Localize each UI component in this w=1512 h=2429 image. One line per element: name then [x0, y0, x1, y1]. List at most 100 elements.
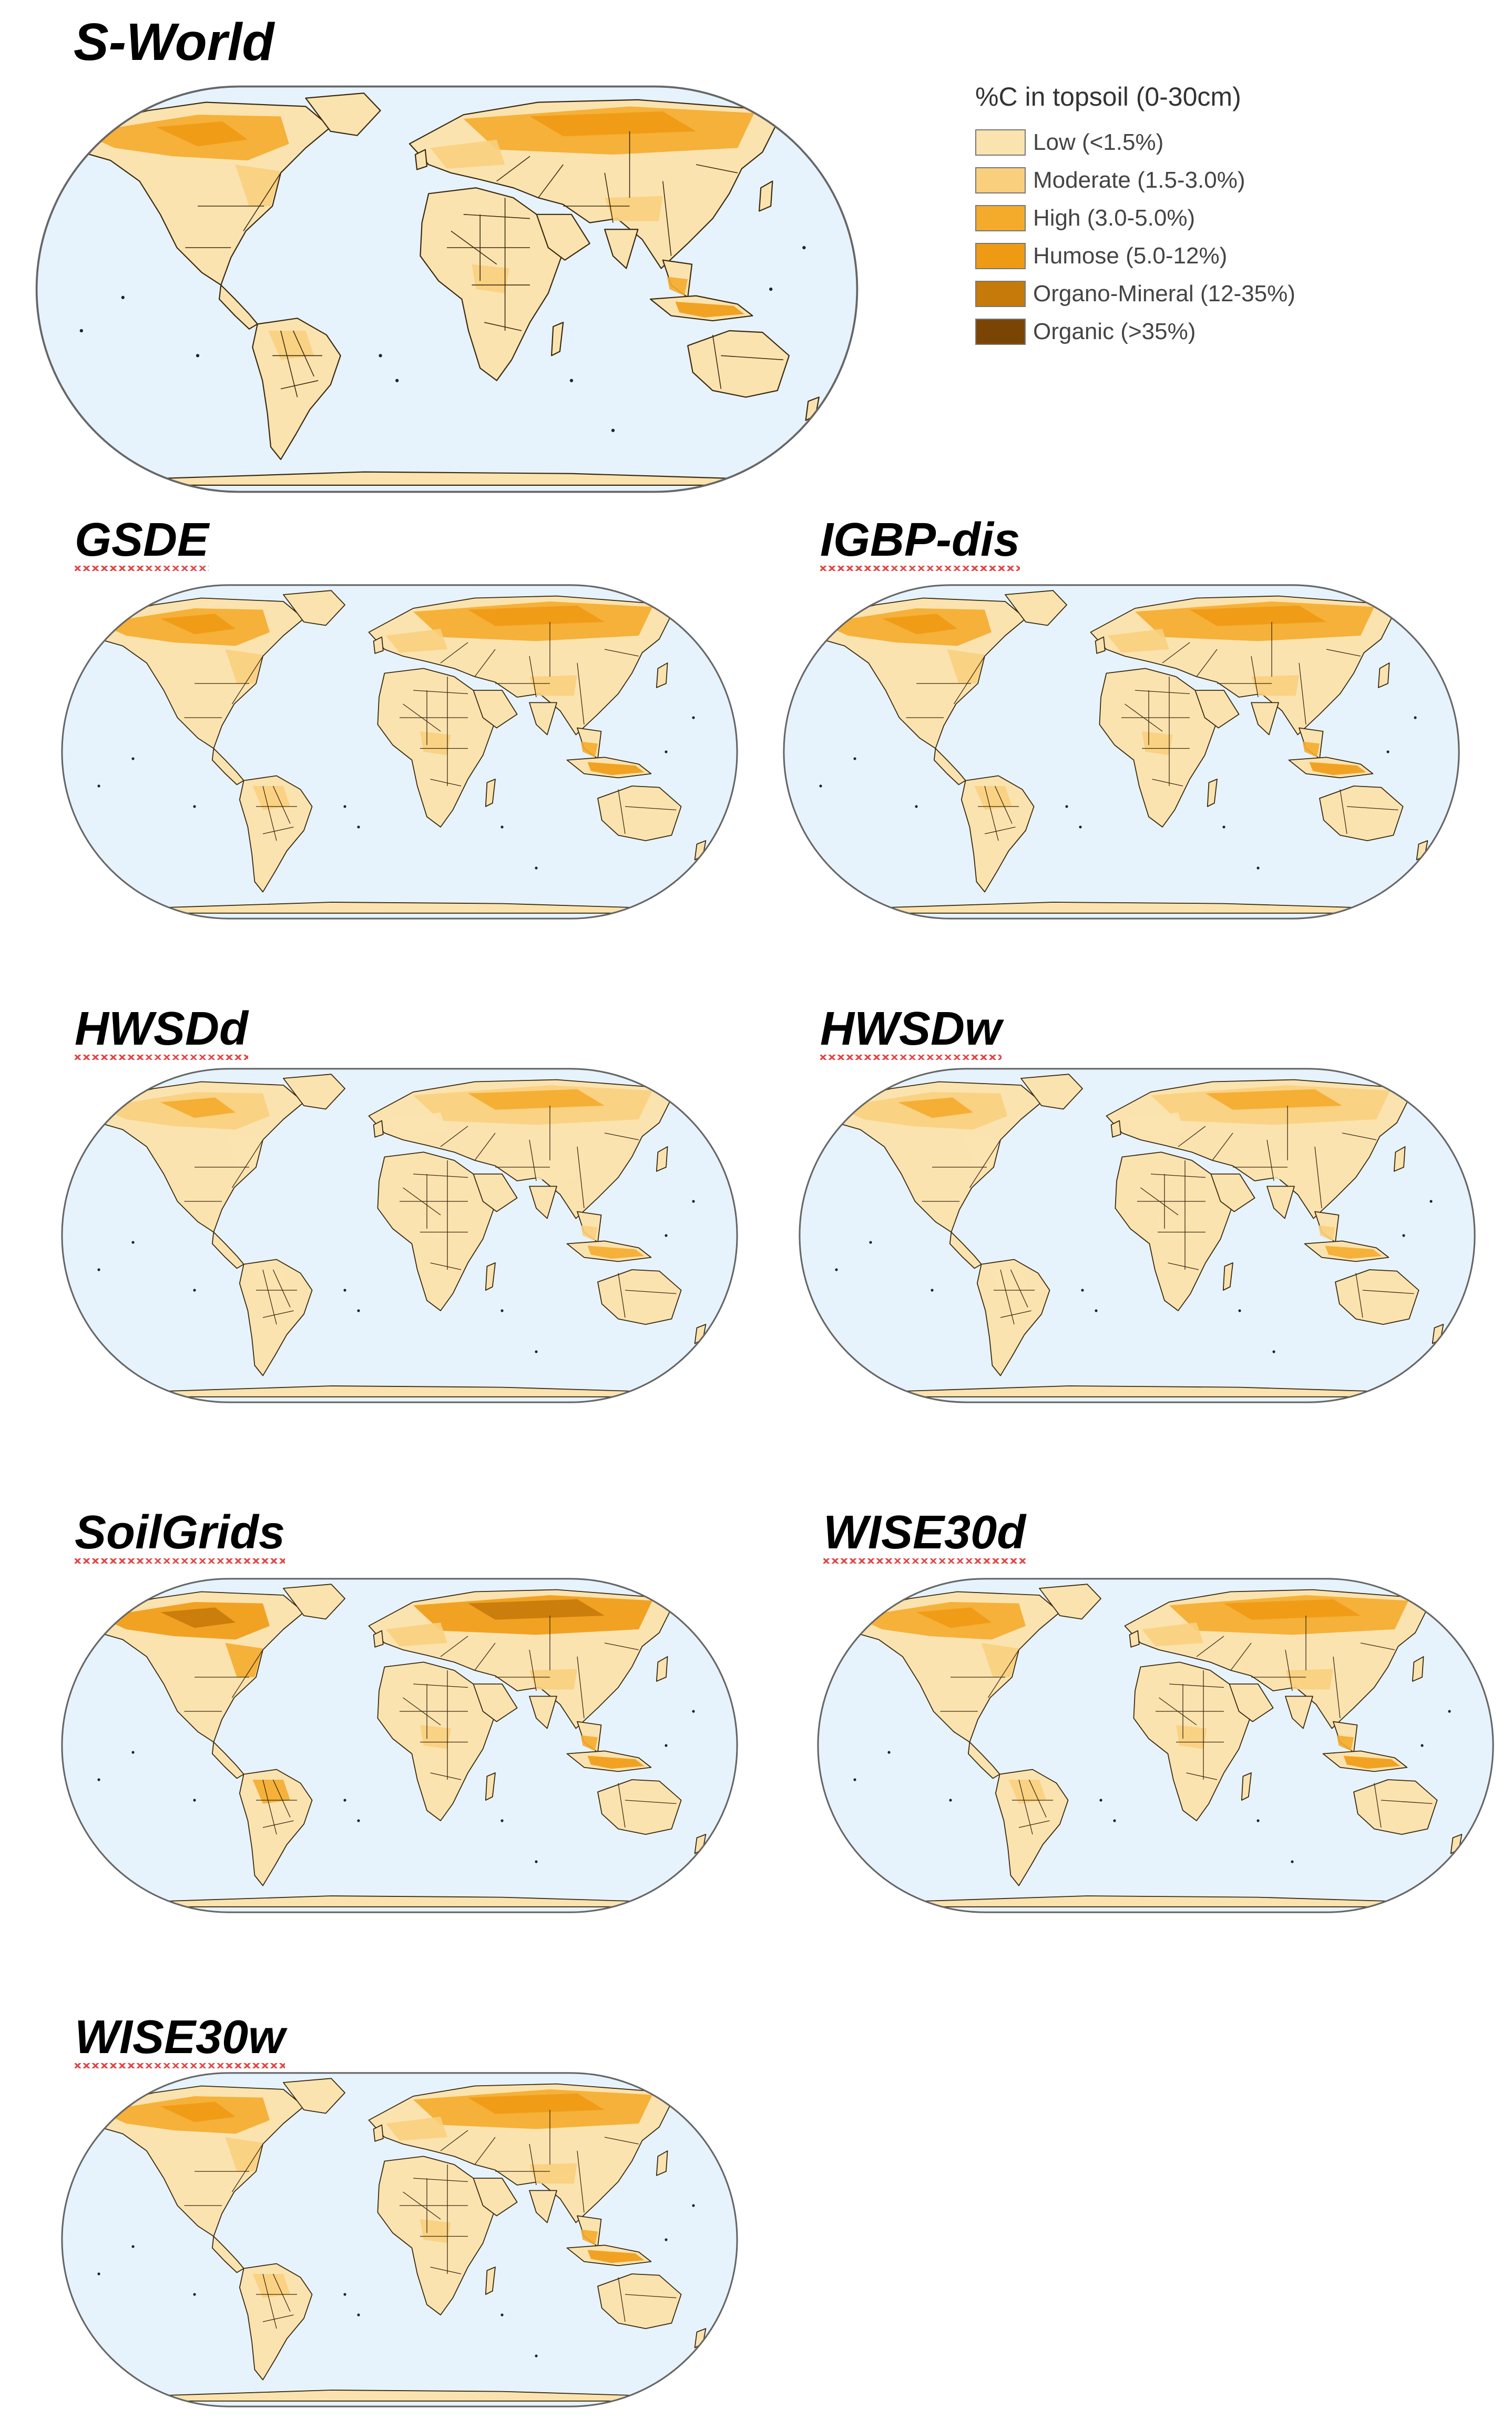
siberia-dark	[1190, 605, 1326, 626]
country-border	[721, 355, 783, 361]
country-border	[618, 789, 626, 834]
panel-soilgrids: SoilGrids	[0, 1493, 756, 1924]
island-dot	[611, 428, 615, 432]
amazon-band	[990, 1270, 1028, 1294]
eastern-north-america	[225, 2137, 263, 2171]
island-dot	[1065, 805, 1068, 808]
island-dot	[665, 750, 668, 753]
india	[529, 1186, 557, 1219]
amazon-band	[268, 331, 314, 360]
panel-title: WISE30w	[75, 2014, 285, 2068]
map-frame	[61, 1578, 738, 1913]
country-border	[1346, 806, 1398, 811]
island-dot	[692, 1710, 695, 1713]
country-border	[272, 1269, 291, 1308]
island-dot	[1113, 1819, 1116, 1822]
panel-title-text: HWSDd	[75, 1003, 248, 1055]
map-frame	[783, 584, 1460, 920]
country-border	[1314, 1146, 1322, 1209]
legend-item: High (3.0-5.0%)	[975, 199, 1375, 237]
europe-moderate	[386, 1622, 447, 1647]
central-america	[949, 1231, 982, 1269]
island-dot	[500, 2313, 504, 2316]
country-border	[272, 1779, 291, 1818]
tibet	[529, 1159, 577, 1180]
japan	[758, 180, 773, 212]
map-frame	[799, 1068, 1476, 1403]
country-border	[625, 2294, 677, 2299]
island-dot	[853, 1778, 856, 1781]
land-layer	[841, 1584, 1463, 1907]
country-border	[529, 1649, 537, 1691]
central-america	[211, 1741, 244, 1779]
map-legend: %C in topsoil (0-30cm) Low (<1.5%) Moder…	[975, 81, 1375, 351]
legend-title: %C in topsoil (0-30cm)	[975, 82, 1241, 111]
amazon-band	[1008, 1780, 1046, 1804]
japan	[656, 1146, 668, 1172]
australia-continent	[597, 1269, 682, 1325]
country-border	[1000, 1269, 1015, 1325]
island-dot	[949, 1799, 952, 1802]
central-america	[218, 284, 258, 330]
country-border	[403, 1187, 441, 1216]
country-border	[1135, 690, 1190, 695]
europe-moderate	[1123, 1113, 1185, 1137]
legend-item: Moderate (1.5-3.0%)	[975, 161, 1375, 199]
map-frame	[35, 85, 859, 493]
arabia	[1229, 1683, 1274, 1722]
panel-title-text: SoilGrids	[75, 1506, 285, 1559]
island-dot	[1414, 716, 1417, 719]
madagascar	[485, 779, 496, 807]
indonesia-high	[587, 762, 645, 775]
greenland	[283, 1074, 345, 1110]
eastern-north-america	[963, 1133, 1000, 1167]
legend-swatch	[975, 319, 1026, 345]
europe-moderate	[430, 139, 505, 169]
world-map	[799, 1068, 1476, 1403]
country-border	[577, 1146, 585, 1209]
country-border	[474, 1132, 496, 1161]
legend-label: Moderate (1.5-3.0%)	[1033, 167, 1245, 193]
arabia	[473, 690, 518, 729]
central-africa	[1176, 1725, 1207, 1749]
country-border	[1159, 1697, 1197, 1726]
country-border	[413, 2178, 468, 2182]
australia-continent	[1335, 1269, 1419, 1325]
island-dot	[931, 1289, 934, 1292]
boreal-north-america-dark	[160, 1607, 236, 1628]
island-dot	[357, 1309, 360, 1312]
country-border	[1212, 1132, 1233, 1161]
island-dot	[97, 1778, 100, 1781]
country-border	[440, 1126, 468, 1147]
siberia-dark	[530, 111, 696, 137]
island-dot	[835, 1268, 838, 1271]
panel-sworld: S-World	[0, 0, 973, 505]
country-border	[662, 181, 672, 256]
eastern-north-america	[225, 1133, 263, 1167]
australia-continent	[597, 2273, 682, 2329]
country-border	[1162, 642, 1190, 664]
country-border	[440, 642, 468, 664]
country-border	[712, 334, 722, 389]
legend-item: Organic (>35%)	[975, 313, 1375, 351]
country-border	[1355, 1273, 1363, 1318]
greenland	[1020, 1074, 1083, 1110]
uk-ireland	[1095, 636, 1106, 654]
tibet	[1285, 1669, 1333, 1690]
world-map	[783, 584, 1460, 920]
country-border	[1178, 1126, 1206, 1147]
country-border	[1362, 1290, 1414, 1294]
island-dot	[1095, 1309, 1098, 1312]
island-dot	[1099, 1799, 1102, 1802]
country-border	[280, 330, 298, 397]
southeast-asia-high	[580, 2229, 598, 2246]
spellcheck-underline	[823, 1558, 1026, 1564]
country-border	[604, 649, 639, 657]
island-dot	[535, 866, 538, 870]
island-dot	[343, 1799, 346, 1802]
country-border	[430, 1772, 462, 1780]
eastern-north-america	[981, 1643, 1019, 1677]
country-border	[984, 826, 1016, 834]
eastern-north-america	[225, 1643, 263, 1677]
siberia-dark	[1224, 1599, 1361, 1620]
